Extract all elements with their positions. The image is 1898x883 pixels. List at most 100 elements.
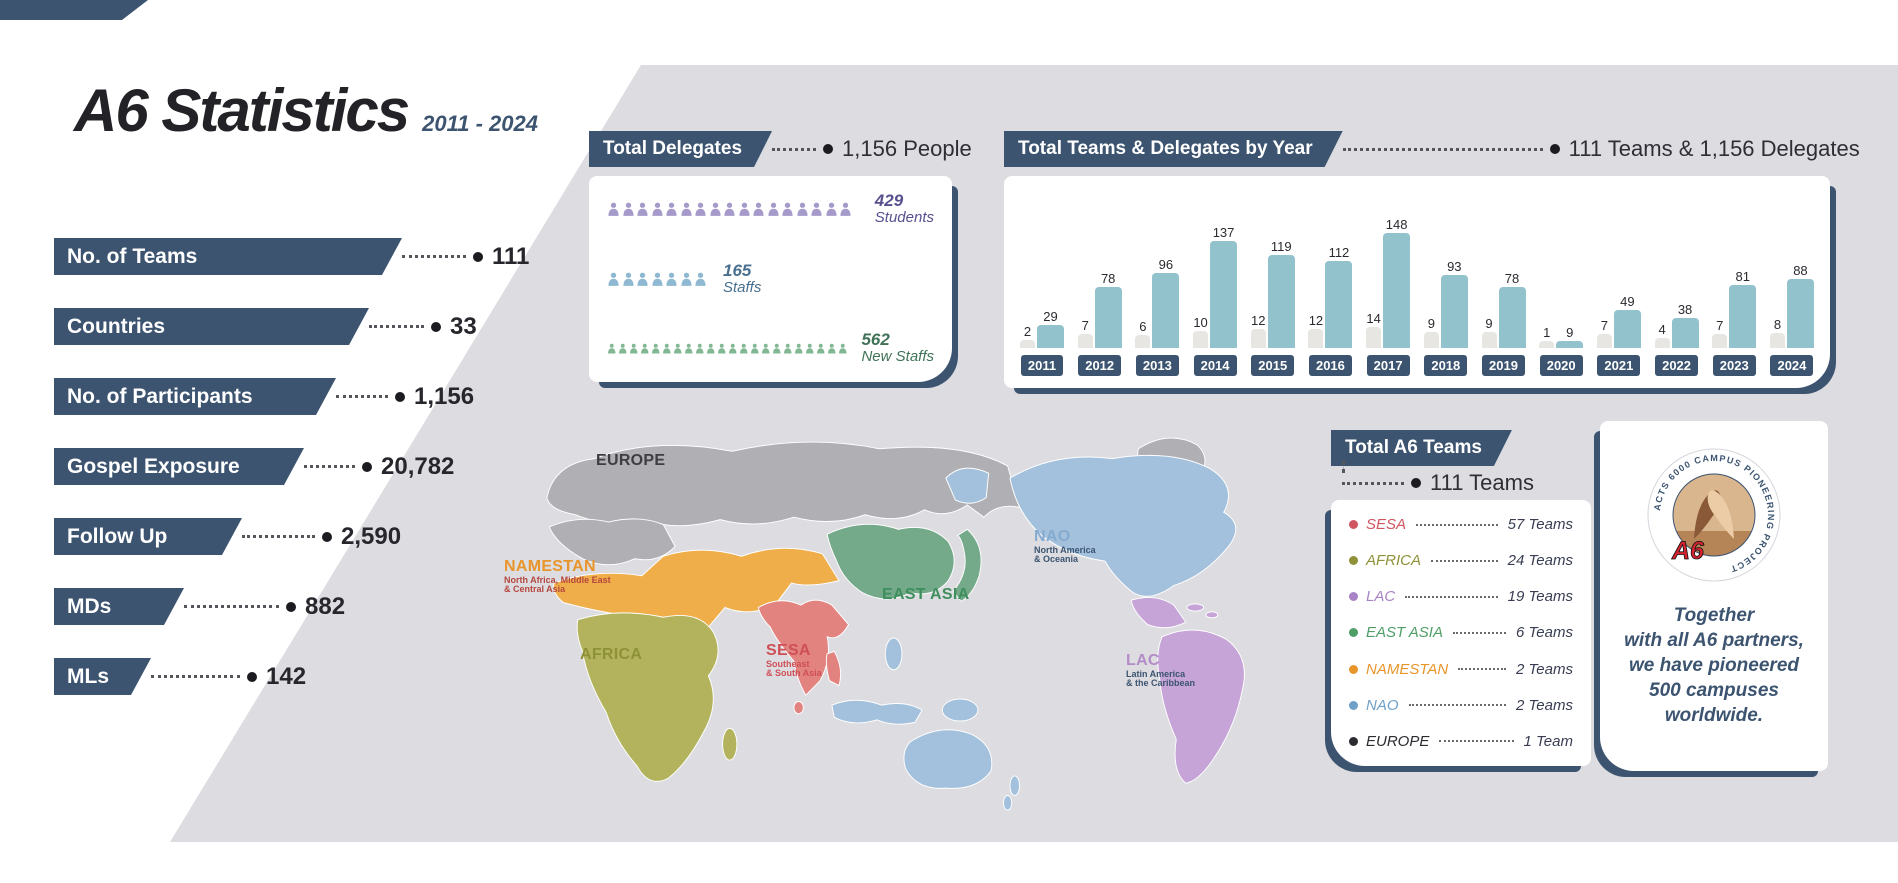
- person-icon: [695, 272, 706, 286]
- teams-by-year-header-label: Total Teams & Delegates by Year: [1004, 131, 1343, 167]
- map-region-namestan: [553, 547, 840, 629]
- region-name: NAO: [1034, 528, 1071, 545]
- teams-bar: [1077, 334, 1093, 348]
- map-region-new-guinea: [941, 698, 979, 722]
- delegates-value: 29: [1043, 309, 1058, 324]
- person-icon: [695, 202, 706, 217]
- delegates-value: 78: [1100, 271, 1116, 286]
- group-value: 165: [723, 260, 752, 280]
- delegates-value: 49: [1620, 294, 1635, 309]
- partner-message: Together with all A6 partners, we have p…: [1624, 605, 1804, 727]
- teams-value: 12: [1308, 313, 1324, 328]
- delegates-bar: [1383, 233, 1411, 348]
- map-label-east-asia: EAST ASIA: [882, 586, 969, 604]
- legend-row-sesa: SESA 57 Teams: [1349, 516, 1573, 533]
- delegates-bar: [1498, 287, 1526, 348]
- delegates-bar: [1613, 310, 1641, 348]
- legend-region: LAC: [1366, 588, 1396, 606]
- map-region-australia: [903, 729, 993, 789]
- legend-region: NAO: [1366, 696, 1399, 714]
- map-label-africa: AFRICA: [580, 646, 642, 664]
- total-delegates-header-label: Total Delegates: [589, 131, 772, 167]
- stat-row-1: No. of Teams 111: [54, 238, 529, 275]
- bar-pair: 12 112: [1308, 245, 1353, 348]
- region-sublabel: North America & Oceania: [1034, 544, 1096, 565]
- person-icon: [637, 272, 648, 286]
- teams-value: 8: [1773, 317, 1782, 332]
- leader-line: [369, 325, 424, 328]
- page-title-block: A6 Statistics 2011 - 2024: [74, 76, 538, 145]
- delegates-bar: [1671, 318, 1699, 348]
- year-label: 2021: [1597, 355, 1641, 376]
- teams-bar: [1596, 334, 1612, 348]
- stat-value: 20,782: [381, 452, 455, 480]
- chart-col-2019: 9 78 2019: [1481, 271, 1526, 376]
- delegates-bar-group: 96: [1152, 257, 1180, 348]
- year-label: 2018: [1424, 355, 1468, 376]
- delegates-value: 112: [1328, 245, 1350, 260]
- leader-line: [1452, 631, 1507, 634]
- group-count: 165 Staffs: [723, 260, 762, 297]
- year-label: 2012: [1078, 355, 1122, 376]
- delegates-value: 78: [1504, 271, 1520, 286]
- legend-row-africa: AFRICA 24 Teams: [1349, 552, 1573, 569]
- teams-value: 9: [1427, 316, 1435, 331]
- teams-bar: [1654, 338, 1670, 348]
- person-icon: [724, 202, 735, 217]
- teams-bar-group: 12: [1308, 313, 1324, 348]
- delegates-bar-group: 112: [1325, 245, 1353, 348]
- leader-dot: [286, 601, 296, 612]
- legend-region: EAST ASIA: [1366, 624, 1443, 642]
- leader-line: [1342, 481, 1404, 485]
- delegates-bar: [1786, 279, 1814, 348]
- leader-dot: [1549, 144, 1560, 154]
- person-icon: [651, 272, 663, 286]
- delegates-bar-group: 148: [1383, 217, 1411, 348]
- legend-value: 19 Teams: [1507, 588, 1573, 606]
- delegates-bar: [1267, 255, 1295, 348]
- chart-col-2014: 10 137 2014: [1193, 225, 1238, 376]
- teams-bar-group: 12: [1250, 313, 1266, 348]
- chart-col-2015: 12 119 2015: [1250, 239, 1295, 376]
- stat-value: 2,590: [341, 522, 402, 550]
- a6-award-logo: ACTS 6000 CAMPUS PIONEERING PROJECT A6: [1647, 448, 1781, 582]
- delegates-bar: [1037, 325, 1064, 348]
- teams-value: 4: [1658, 322, 1666, 337]
- delegates-bar-group: 81: [1729, 269, 1757, 348]
- leader-dot: [362, 461, 372, 472]
- stat-value: 33: [450, 312, 477, 340]
- leader-line: [304, 465, 355, 468]
- legend-dot: [1349, 520, 1358, 529]
- person-icon: [674, 343, 682, 354]
- legend-row-east-asia: EAST ASIA 6 Teams: [1349, 624, 1573, 641]
- delegates-bar-group: 78: [1498, 271, 1526, 348]
- map-label-namestan: NAMESTAN North Africa, Middle East & Cent…: [504, 558, 611, 595]
- teams-by-year-header: Total Teams & Delegates by Year 111 Team…: [1004, 131, 1860, 167]
- legend-dot: [1349, 700, 1358, 710]
- delegates-bar-group: 49: [1613, 294, 1641, 348]
- teams-value: 7: [1600, 318, 1608, 333]
- stat-label: MLs: [67, 664, 109, 688]
- map-region-africa: [576, 612, 719, 782]
- stat-label: No. of Participants: [67, 384, 253, 408]
- region-name: AFRICA: [580, 646, 643, 663]
- stat-label: Follow Up: [67, 524, 168, 548]
- group-label: Staffs: [723, 278, 762, 296]
- partner-card: ACTS 6000 CAMPUS PIONEERING PROJECT A6 T…: [1600, 421, 1828, 771]
- group-value: 562: [861, 330, 890, 350]
- person-icon: [773, 343, 781, 354]
- chart-col-2022: 4 38 2022: [1654, 302, 1699, 376]
- region-sublabel: Southeast & South Asia: [766, 658, 822, 679]
- person-icon: [806, 343, 814, 354]
- leader-line: [772, 147, 817, 151]
- teams-bar: [1135, 335, 1151, 348]
- delegates-value: 148: [1385, 217, 1408, 232]
- year-label: 2014: [1193, 355, 1237, 376]
- map-region-sri-lanka: [793, 700, 804, 715]
- delegate-group-students: 429 Students: [607, 192, 934, 227]
- delegates-value: 9: [1566, 325, 1574, 340]
- teams-bar-group: 10: [1193, 315, 1209, 348]
- page-subtitle: 2011 - 2024: [422, 111, 538, 136]
- legend-region: EUROPE: [1366, 732, 1430, 750]
